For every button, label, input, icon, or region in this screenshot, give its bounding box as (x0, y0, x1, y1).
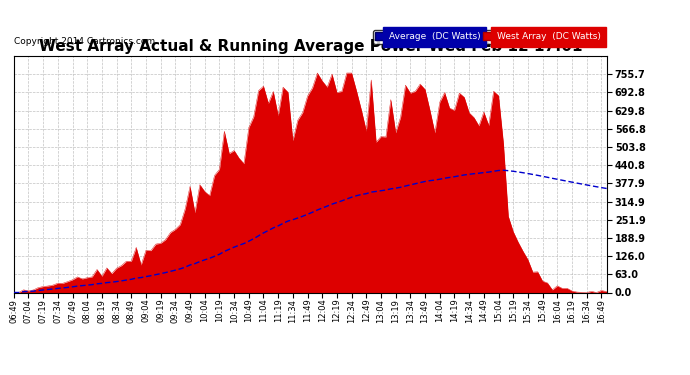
Text: Copyright 2014 Cartronics.com: Copyright 2014 Cartronics.com (14, 38, 155, 46)
Legend: Average  (DC Watts), West Array  (DC Watts): Average (DC Watts), West Array (DC Watts… (373, 30, 602, 44)
Title: West Array Actual & Running Average Power Wed Feb 12 17:01: West Array Actual & Running Average Powe… (39, 39, 582, 54)
